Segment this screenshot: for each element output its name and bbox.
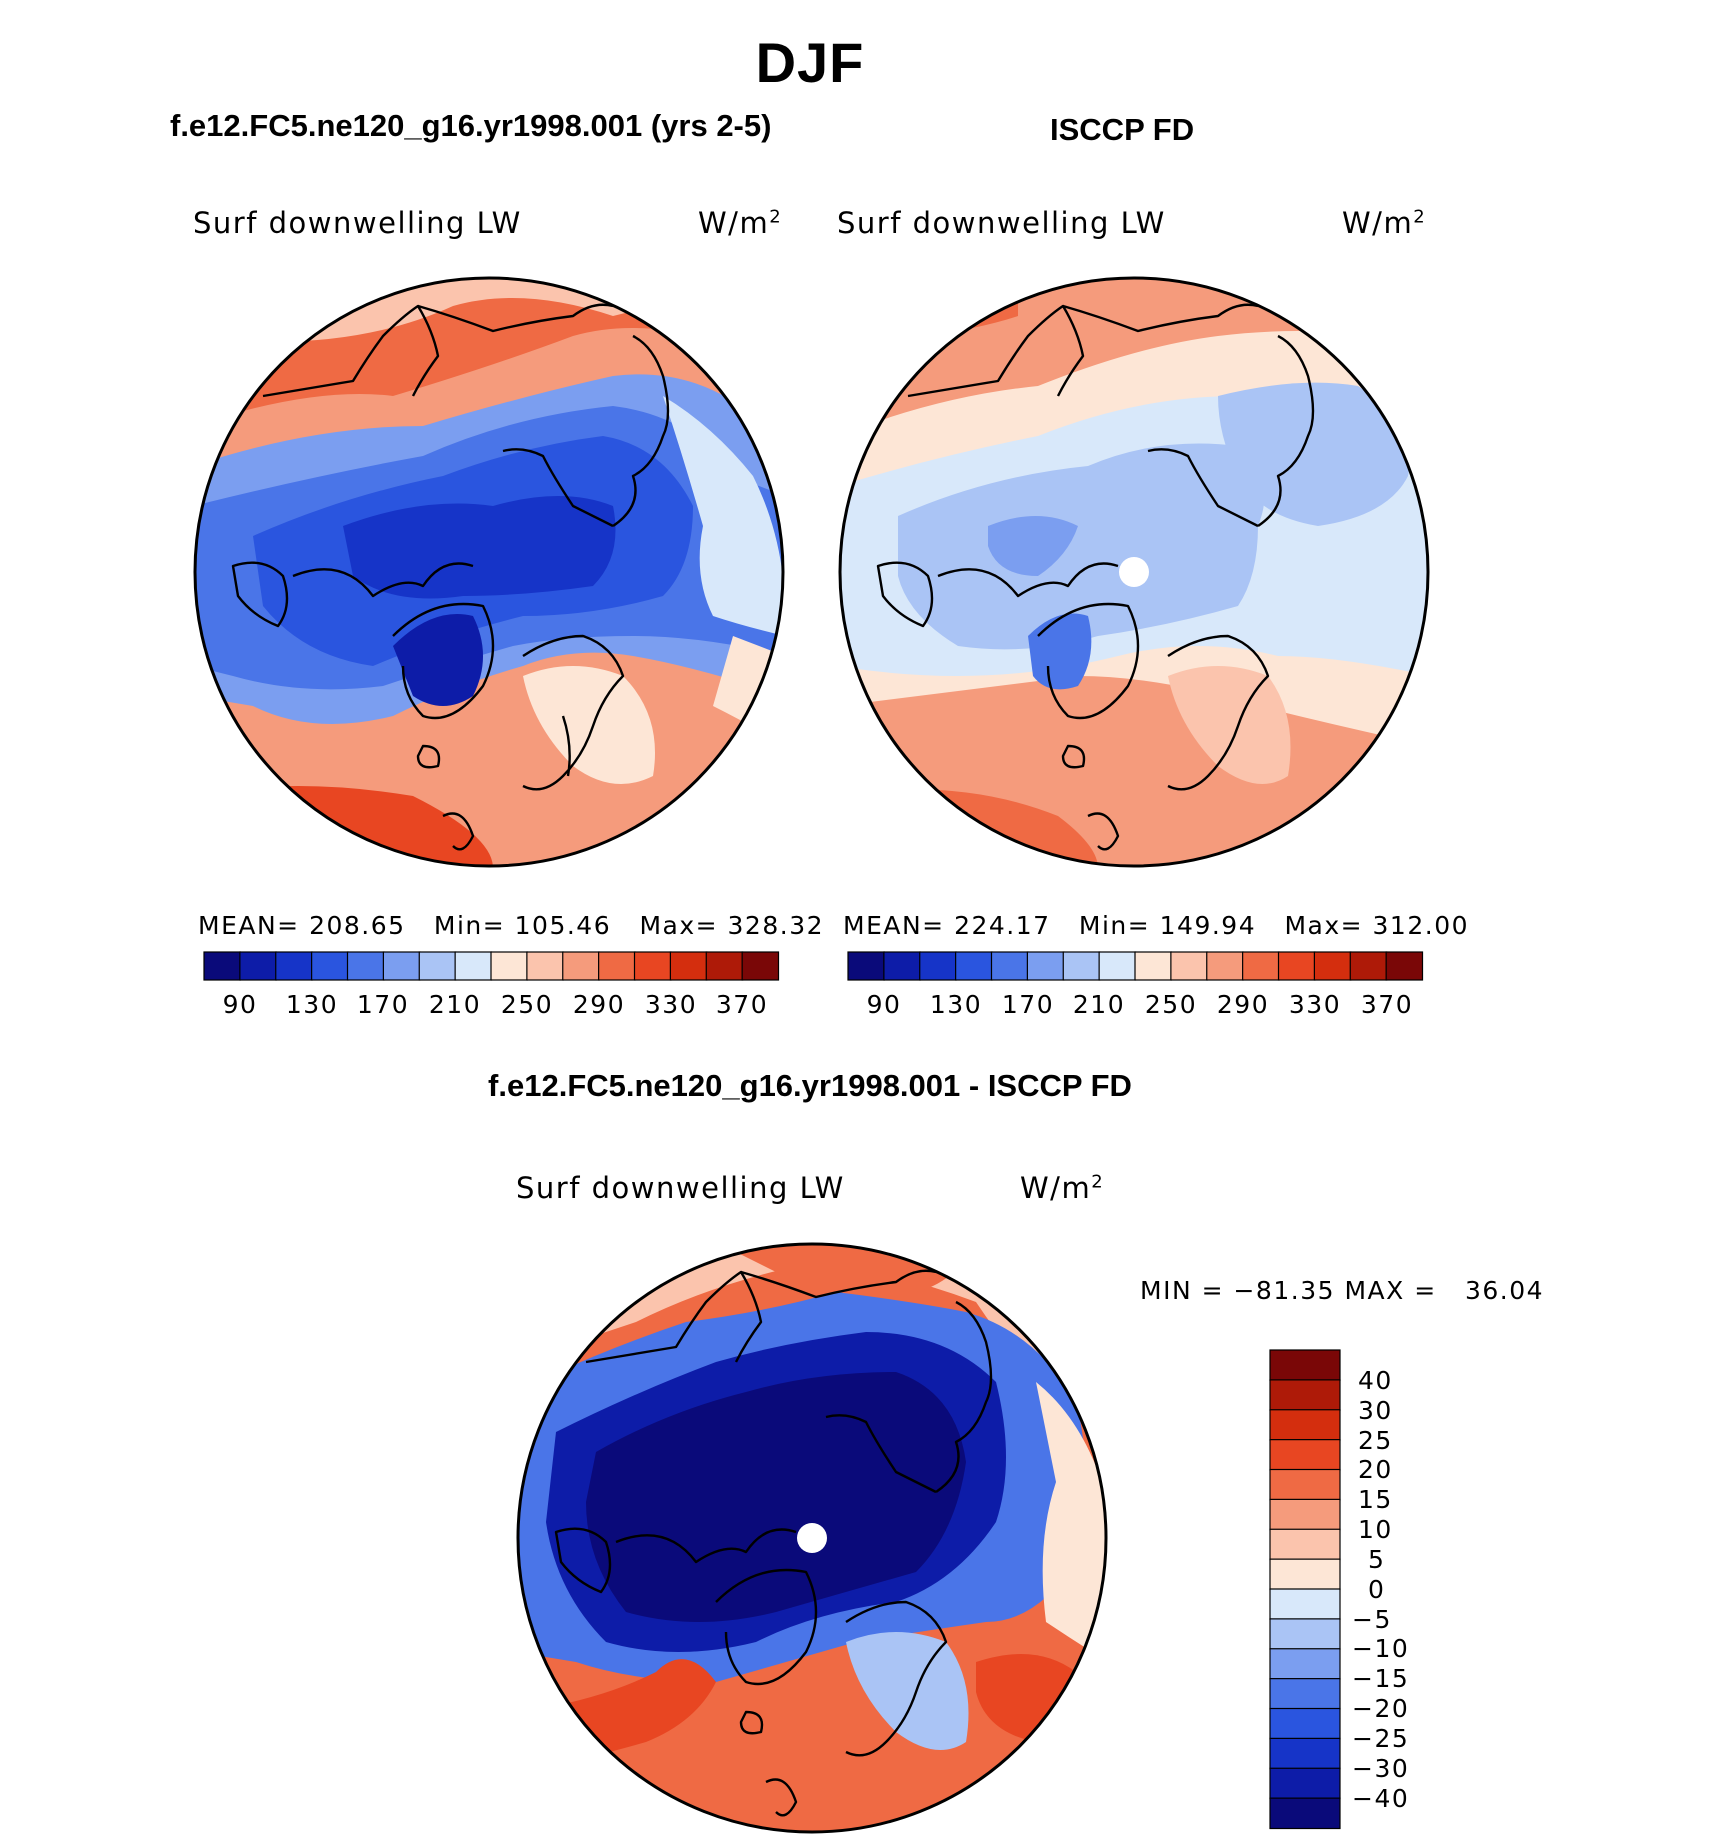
model-cbar-tick: 370 bbox=[715, 990, 769, 1019]
model-cbar-tick: 250 bbox=[500, 990, 554, 1019]
colorbar-swatch bbox=[346, 951, 385, 981]
colorbar-swatch bbox=[1134, 951, 1172, 981]
obs-cbar-tick: 90 bbox=[866, 990, 902, 1019]
obs-cbar-tick: 330 bbox=[1288, 990, 1342, 1019]
obs-cbar-tick: 130 bbox=[929, 990, 983, 1019]
diff-cbar-tick: 0 bbox=[1368, 1575, 1386, 1604]
colorbar-swatch bbox=[1269, 1618, 1341, 1650]
colorbar-swatch bbox=[1269, 1349, 1341, 1381]
diff-cbar-tick: 30 bbox=[1358, 1396, 1393, 1425]
colorbar-swatch bbox=[1269, 1737, 1341, 1770]
colorbar-swatch bbox=[418, 951, 457, 981]
colorbar-swatch bbox=[1269, 1498, 1341, 1531]
colorbar-swatch bbox=[490, 951, 528, 981]
obs-units-label: W/m2 bbox=[1342, 206, 1427, 240]
colorbar-swatch bbox=[454, 951, 493, 981]
colorbar-swatch bbox=[1269, 1678, 1341, 1710]
diff-cbar-tick: 15 bbox=[1358, 1485, 1393, 1514]
colorbar-swatch bbox=[526, 951, 564, 981]
model-cbar-tick: 210 bbox=[428, 990, 482, 1019]
model-variable-label: Surf downwelling LW bbox=[193, 206, 522, 240]
obs-cbar-tick: 290 bbox=[1216, 990, 1270, 1019]
colorbar-swatch bbox=[955, 951, 993, 981]
colorbar-swatch bbox=[562, 951, 600, 981]
colorbar-swatch bbox=[598, 951, 636, 981]
colorbar-swatch bbox=[382, 951, 421, 981]
model-cbar-tick: 130 bbox=[285, 990, 339, 1019]
colorbar-swatch bbox=[741, 951, 780, 981]
model-cbar-tick: 290 bbox=[572, 990, 626, 1019]
colorbar-swatch bbox=[1269, 1797, 1341, 1830]
obs-polar-map bbox=[838, 276, 1430, 868]
model-units-label: W/m2 bbox=[698, 206, 783, 240]
colorbar-swatch bbox=[1206, 951, 1244, 981]
obs-cbar-tick: 210 bbox=[1072, 990, 1126, 1019]
colorbar-swatch bbox=[1269, 1379, 1341, 1411]
diff-cbar-tick: 25 bbox=[1358, 1426, 1393, 1455]
diff-cbar-tick: −5 bbox=[1352, 1605, 1392, 1634]
model-polar-map bbox=[193, 276, 785, 868]
diff-cbar-tick: −30 bbox=[1352, 1754, 1410, 1783]
colorbar-swatch bbox=[669, 951, 708, 981]
colorbar-swatch bbox=[705, 951, 744, 981]
model-cbar-tick: 90 bbox=[222, 990, 258, 1019]
colorbar-swatch bbox=[1269, 1528, 1341, 1561]
colorbar-swatch bbox=[311, 951, 349, 981]
colorbar-swatch bbox=[275, 951, 313, 981]
colorbar-swatch bbox=[1269, 1409, 1341, 1441]
obs-panel-title: ISCCP FD bbox=[1050, 112, 1195, 147]
colorbar-swatch bbox=[1062, 951, 1101, 981]
diff-cbar-tick: 10 bbox=[1358, 1515, 1393, 1544]
obs-variable-label: Surf downwelling LW bbox=[837, 206, 1166, 240]
colorbar-swatch bbox=[1269, 1468, 1341, 1501]
model-panel-title: f.e12.FC5.ne120_g16.yr1998.001 (yrs 2-5) bbox=[170, 108, 772, 143]
diff-cbar-tick: 40 bbox=[1358, 1366, 1393, 1395]
model-stats: MEAN= 208.65 Min= 105.46 Max= 328.32 bbox=[198, 911, 825, 940]
diff-cbar-tick: −15 bbox=[1352, 1664, 1410, 1693]
diff-cbar-tick: 5 bbox=[1368, 1545, 1386, 1574]
colorbar-swatch bbox=[1269, 1439, 1341, 1471]
colorbar-swatch bbox=[633, 951, 672, 981]
season-title: DJF bbox=[755, 31, 865, 94]
colorbar-swatch bbox=[1170, 951, 1208, 981]
model-colorbar bbox=[203, 951, 780, 981]
diff-panel-title: f.e12.FC5.ne120_g16.yr1998.001 - ISCCP F… bbox=[488, 1068, 1132, 1103]
diff-cbar-tick: −10 bbox=[1352, 1634, 1410, 1663]
diff-cbar-tick: −20 bbox=[1352, 1694, 1410, 1723]
diff-cbar-tick: 20 bbox=[1358, 1455, 1393, 1484]
diff-minmax: MIN = −81.35 MAX = 36.04 bbox=[1140, 1276, 1545, 1305]
diff-colorbar bbox=[1269, 1349, 1341, 1830]
colorbar-swatch bbox=[919, 951, 957, 981]
obs-colorbar bbox=[847, 951, 1424, 981]
model-cbar-tick: 170 bbox=[356, 990, 410, 1019]
diff-cbar-tick: −25 bbox=[1352, 1724, 1410, 1753]
colorbar-swatch bbox=[1277, 951, 1316, 981]
colorbar-swatch bbox=[990, 951, 1029, 981]
colorbar-swatch bbox=[1269, 1588, 1341, 1620]
obs-cbar-tick: 170 bbox=[1001, 990, 1055, 1019]
colorbar-swatch bbox=[1026, 951, 1065, 981]
colorbar-swatch bbox=[1242, 951, 1280, 981]
colorbar-swatch bbox=[1313, 951, 1352, 981]
colorbar-swatch bbox=[1269, 1707, 1341, 1740]
colorbar-swatch bbox=[1269, 1648, 1341, 1680]
diff-units-label: W/m2 bbox=[1020, 1171, 1105, 1205]
colorbar-swatch bbox=[1349, 951, 1388, 981]
obs-cbar-tick: 250 bbox=[1144, 990, 1198, 1019]
obs-stats: MEAN= 224.17 Min= 149.94 Max= 312.00 bbox=[843, 911, 1470, 940]
colorbar-swatch bbox=[847, 951, 885, 981]
obs-cbar-tick: 370 bbox=[1360, 990, 1414, 1019]
diff-variable-label: Surf downwelling LW bbox=[516, 1171, 845, 1205]
colorbar-swatch bbox=[1098, 951, 1137, 981]
colorbar-swatch bbox=[1385, 951, 1424, 981]
colorbar-swatch bbox=[239, 951, 277, 981]
colorbar-swatch bbox=[1269, 1558, 1341, 1591]
model-cbar-tick: 330 bbox=[644, 990, 698, 1019]
colorbar-swatch bbox=[203, 951, 241, 981]
diff-polar-map bbox=[516, 1242, 1108, 1834]
colorbar-swatch bbox=[883, 951, 921, 981]
colorbar-swatch bbox=[1269, 1767, 1341, 1800]
diff-cbar-tick: −40 bbox=[1352, 1784, 1410, 1813]
